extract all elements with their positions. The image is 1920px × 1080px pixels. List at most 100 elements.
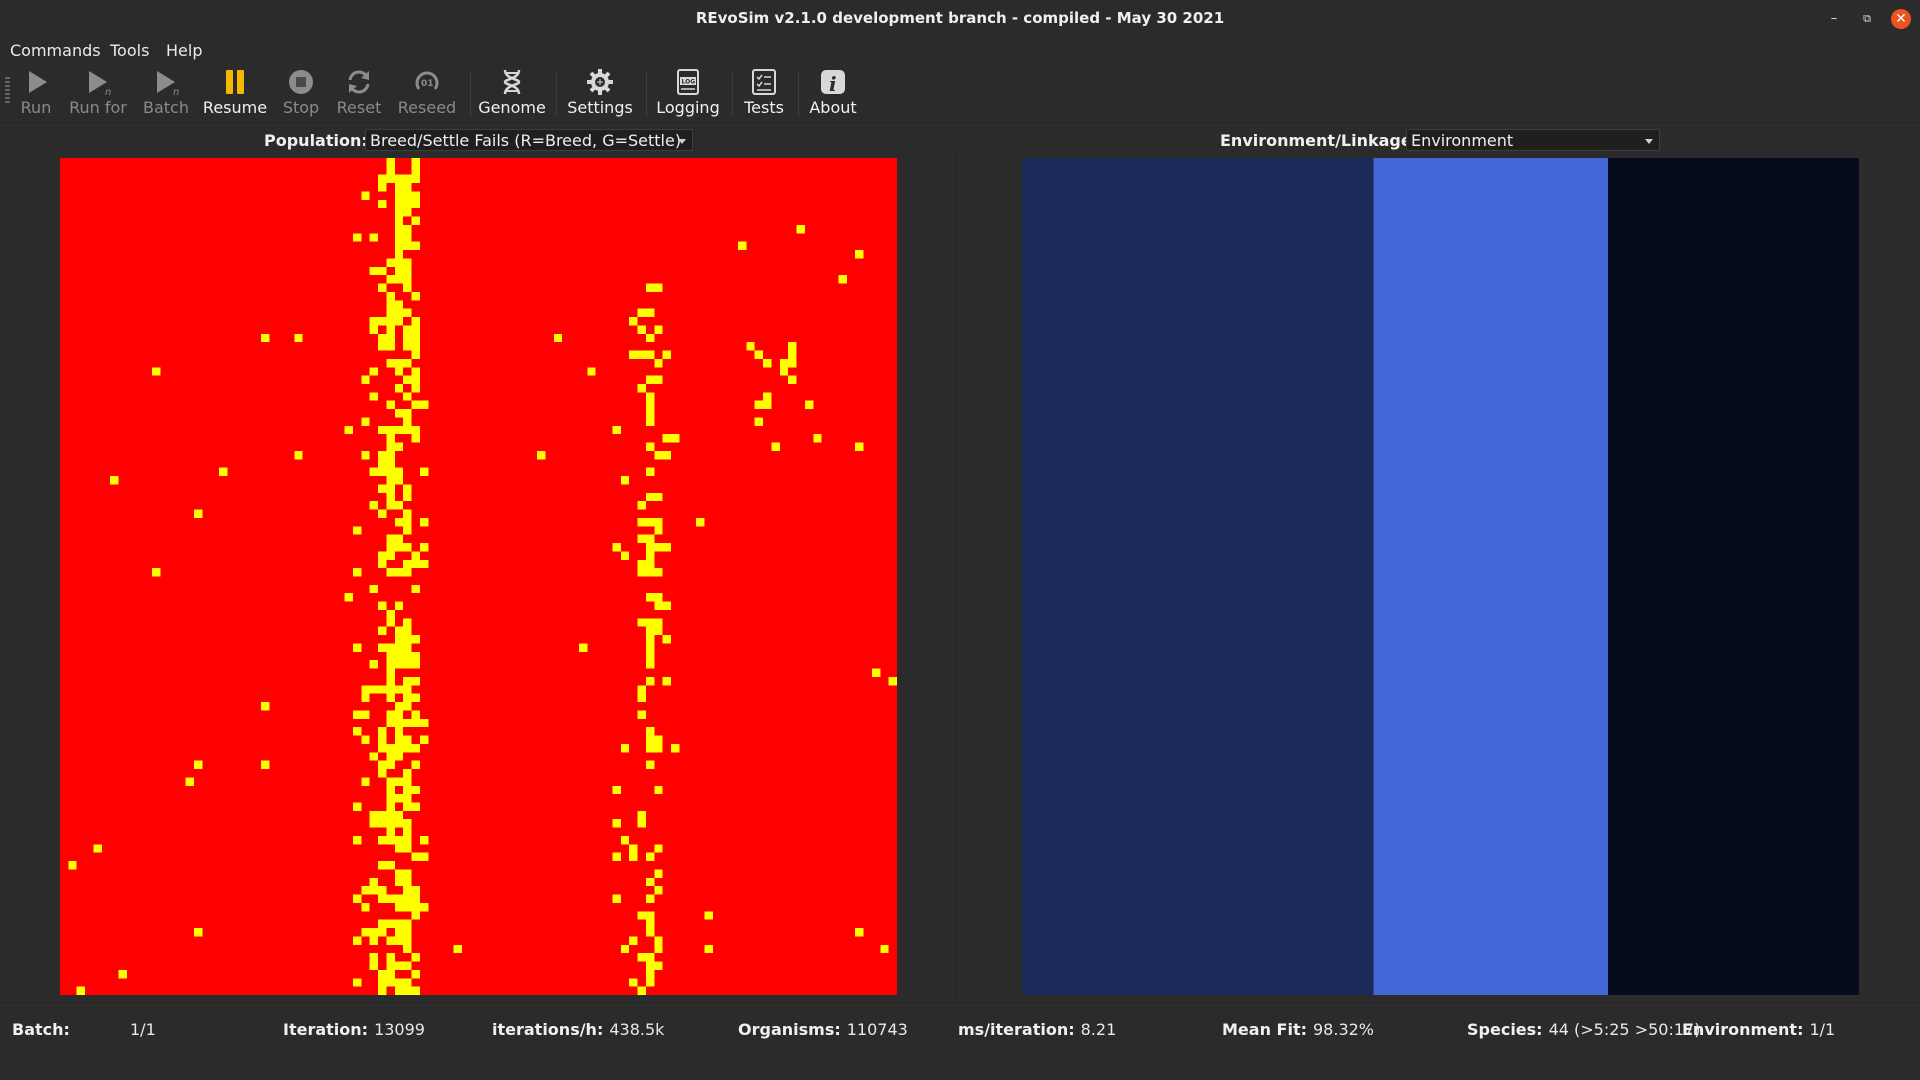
stat-iteration: Iteration: 13099 [283,1020,425,1039]
maximize-button[interactable]: ⧉ [1863,12,1871,25]
dna-icon [503,69,521,95]
svg-text:n: n [173,87,179,97]
genome-button-label: Genome [478,98,546,117]
play-icon [29,71,47,93]
batch-button[interactable]: n Batch [140,67,192,121]
about-button[interactable]: i About [806,67,860,121]
stat-ms-value: 8.21 [1080,1020,1117,1039]
population-view-select[interactable]: Breed/Settle Fails (R=Breed, G=Settle) [365,129,693,151]
population-background [60,158,897,995]
run-for-button-label: Run for [69,98,127,117]
toolbar-separator [556,71,557,117]
environment-view-select[interactable]: Environment [1406,129,1660,151]
environment-band-middle [1373,158,1608,995]
play-n-icon: n [89,71,111,97]
toolbar-separator [646,71,647,117]
status-bar: Batch: 1/1 Iteration: 13099 iterations/h:… [0,1002,1920,1054]
population-view-value: Breed/Settle Fails (R=Breed, G=Settle) [370,131,682,150]
menu-bar: Commands Tools Help [0,37,1920,63]
run-for-button[interactable]: n Run for [66,67,130,121]
title-bar: REvoSim v2.1.0 development branch - comp… [0,0,1920,37]
svg-text:n: n [105,87,111,97]
svg-text:01: 01 [421,79,434,89]
tests-button-label: Tests [744,98,784,117]
population-label: Population: [264,131,368,150]
logging-button-label: Logging [656,98,720,117]
view-selector-row: Population: Breed/Settle Fails (R=Breed,… [0,128,1920,154]
about-button-label: About [809,98,857,117]
settings-button[interactable]: Settings [564,67,636,121]
minimize-button[interactable]: – [1830,11,1838,26]
stat-rate-value: 438.5k [609,1020,665,1039]
toolbar: Run n Run for n Batch Resume Stop Reset … [0,63,1920,123]
stop-button[interactable]: Stop [278,67,324,121]
checklist-icon [752,69,776,95]
info-icon: i [821,70,845,96]
chevron-down-icon [1645,139,1653,144]
stat-batch: Batch: [12,1020,76,1039]
run-button-label: Run [20,98,52,117]
reset-button-label: Reset [336,98,382,117]
genome-button[interactable]: Genome [478,67,546,121]
svg-text:i: i [829,72,837,96]
stat-environment-label: Environment: [1682,1020,1804,1039]
stat-mean-fit: Mean Fit: 98.32% [1222,1020,1374,1039]
population-panel [0,155,957,998]
population-cells [68,158,897,995]
resume-button-label: Resume [202,98,268,117]
stat-environment-value: 1/1 [1809,1020,1836,1039]
pause-icon [226,70,244,94]
environment-band-right [1607,158,1859,995]
stat-organisms: Organisms: 110743 [738,1020,908,1039]
stat-batch-value-wrap: 1/1 [130,1020,156,1039]
logging-button[interactable]: LOG Logging [654,67,722,121]
stat-organisms-value: 110743 [846,1020,908,1039]
window-title: REvoSim v2.1.0 development branch - comp… [695,9,1225,27]
stat-iteration-value: 13099 [374,1020,425,1039]
gear-icon [587,69,613,95]
stat-batch-value: 1/1 [130,1020,156,1039]
stat-species: Species: 44 (>5:25 >50:17) [1467,1020,1700,1039]
menu-tools[interactable]: Tools [110,41,150,60]
stop-icon [289,70,313,94]
population-grid[interactable] [60,158,897,995]
stat-ms-label: ms/iteration: [958,1020,1075,1039]
stop-button-label: Stop [282,98,320,117]
environment-label: Environment/Linkage: [1220,131,1419,150]
bottom-strip [0,1054,1920,1080]
reset-button[interactable]: Reset [334,67,384,121]
resume-button[interactable]: Resume [202,67,268,121]
stat-environment: Environment: 1/1 [1682,1020,1835,1039]
stat-ms-iteration: ms/iteration: 8.21 [958,1020,1116,1039]
environment-grid[interactable] [1022,158,1859,995]
svg-text:LOG: LOG [682,79,696,86]
stat-species-value: 44 (>5:25 >50:17) [1548,1020,1701,1039]
environment-view-value: Environment [1411,131,1514,150]
log-icon: LOG [677,69,699,95]
reseed-button-label: Reseed [397,98,457,117]
stat-rate-label: iterations/h: [492,1020,604,1039]
toolbar-separator [798,71,799,117]
stat-species-label: Species: [1467,1020,1543,1039]
toolbar-separator [732,71,733,117]
batch-button-label: Batch [143,98,189,117]
toolbar-separator [470,71,471,117]
environment-band-left [1022,158,1374,995]
environment-panel [961,155,1920,998]
reseed-button[interactable]: 01 Reseed [394,67,460,121]
toolbar-grip[interactable] [5,77,10,105]
play-n-icon: n [157,71,179,97]
tests-button[interactable]: Tests [740,67,788,121]
chevron-down-icon [678,139,686,144]
menu-commands[interactable]: Commands [10,41,101,60]
settings-button-label: Settings [567,98,633,117]
reseed-icon: 01 [415,71,439,90]
refresh-icon [348,70,370,94]
stat-fit-value: 98.32% [1313,1020,1375,1039]
menu-help[interactable]: Help [166,41,203,60]
run-button[interactable]: Run [16,67,56,121]
close-button[interactable]: ✕ [1891,9,1911,29]
stat-rate: iterations/h: 438.5k [492,1020,664,1039]
stat-fit-label: Mean Fit: [1222,1020,1307,1039]
stat-organisms-label: Organisms: [738,1020,841,1039]
